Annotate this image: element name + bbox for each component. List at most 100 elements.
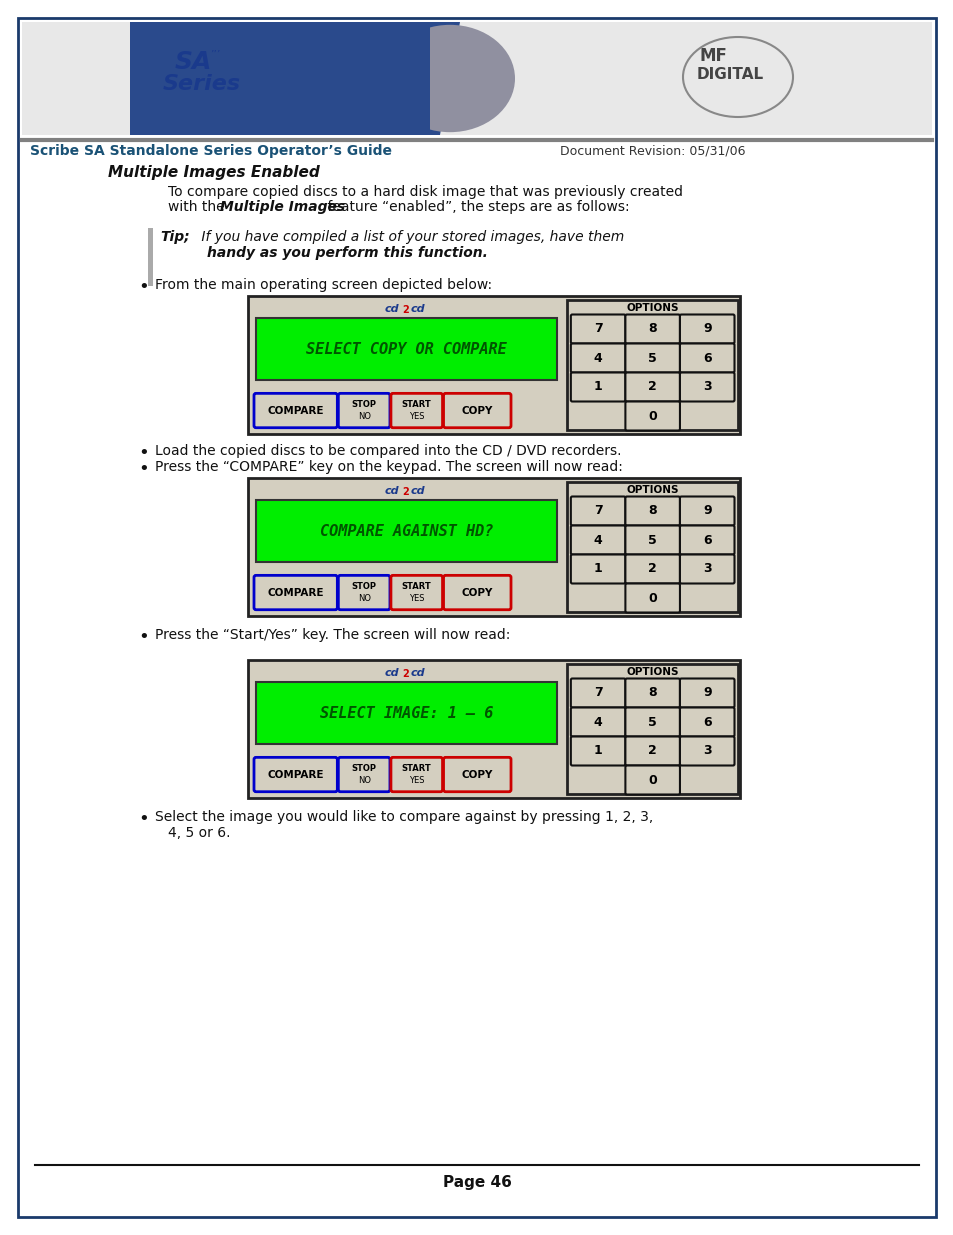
FancyBboxPatch shape: [570, 555, 625, 583]
Text: SELECT COPY OR COMPARE: SELECT COPY OR COMPARE: [306, 342, 506, 357]
FancyBboxPatch shape: [625, 766, 679, 794]
Text: 7: 7: [593, 505, 602, 517]
FancyBboxPatch shape: [679, 343, 734, 373]
Text: 4: 4: [593, 352, 602, 364]
FancyBboxPatch shape: [625, 678, 679, 708]
Text: OPTIONS: OPTIONS: [626, 667, 679, 677]
Text: cd: cd: [384, 487, 399, 496]
Text: START: START: [401, 764, 431, 773]
Text: 9: 9: [702, 687, 711, 699]
Text: SELECT IMAGE: 1 – 6: SELECT IMAGE: 1 – 6: [319, 705, 493, 720]
FancyBboxPatch shape: [570, 315, 625, 343]
Text: MF: MF: [700, 47, 727, 65]
FancyBboxPatch shape: [625, 401, 679, 431]
Text: •: •: [138, 629, 149, 646]
FancyBboxPatch shape: [391, 394, 442, 427]
FancyBboxPatch shape: [391, 757, 442, 792]
Text: Press the “COMPARE” key on the keypad. The screen will now read:: Press the “COMPARE” key on the keypad. T…: [154, 459, 622, 474]
Text: •: •: [138, 459, 149, 478]
Text: 6: 6: [702, 534, 711, 547]
FancyBboxPatch shape: [625, 526, 679, 555]
Text: Series: Series: [163, 74, 241, 94]
Text: COPY: COPY: [461, 405, 493, 415]
Text: •: •: [138, 278, 149, 296]
FancyBboxPatch shape: [570, 373, 625, 401]
Bar: [567, 664, 738, 794]
Text: Multiple Images: Multiple Images: [220, 200, 345, 214]
Text: COMPARE: COMPARE: [267, 769, 324, 779]
FancyBboxPatch shape: [625, 373, 679, 401]
Text: handy as you perform this function.: handy as you perform this function.: [207, 246, 487, 261]
Text: 6: 6: [702, 352, 711, 364]
Text: 2: 2: [648, 380, 657, 394]
FancyBboxPatch shape: [253, 394, 337, 427]
Text: 2: 2: [402, 487, 409, 496]
Bar: [567, 482, 738, 613]
Text: COMPARE: COMPARE: [267, 405, 324, 415]
Text: 9: 9: [702, 505, 711, 517]
Text: Scribe SA Standalone Series Operator’s Guide: Scribe SA Standalone Series Operator’s G…: [30, 144, 392, 158]
FancyBboxPatch shape: [338, 757, 390, 792]
Text: 4, 5 or 6.: 4, 5 or 6.: [168, 826, 231, 840]
FancyBboxPatch shape: [443, 576, 511, 610]
Text: 5: 5: [648, 352, 657, 364]
FancyBboxPatch shape: [570, 678, 625, 708]
FancyBboxPatch shape: [338, 394, 390, 427]
Text: To compare copied discs to a hard disk image that was previously created: To compare copied discs to a hard disk i…: [168, 185, 682, 199]
Text: If you have compiled a list of your stored images, have them: If you have compiled a list of your stor…: [196, 230, 623, 245]
Bar: [255, 317, 557, 380]
Text: Load the copied discs to be compared into the CD / DVD recorders.: Load the copied discs to be compared int…: [154, 445, 620, 458]
FancyBboxPatch shape: [253, 757, 337, 792]
Text: with the: with the: [168, 200, 229, 214]
Bar: [148, 228, 152, 287]
Text: From the main operating screen depicted below:: From the main operating screen depicted …: [154, 278, 492, 291]
Text: 5: 5: [648, 715, 657, 729]
FancyBboxPatch shape: [570, 526, 625, 555]
FancyBboxPatch shape: [679, 315, 734, 343]
Text: 7: 7: [593, 322, 602, 336]
FancyBboxPatch shape: [570, 708, 625, 736]
Bar: [567, 300, 738, 430]
Text: 7: 7: [593, 687, 602, 699]
Text: YES: YES: [409, 411, 424, 420]
FancyBboxPatch shape: [625, 496, 679, 526]
Text: START: START: [401, 400, 431, 409]
Text: START: START: [401, 582, 431, 592]
Text: 1: 1: [593, 562, 602, 576]
Text: SA: SA: [174, 49, 213, 74]
Text: 9: 9: [702, 322, 711, 336]
Text: cd: cd: [384, 668, 399, 678]
Text: 2: 2: [402, 669, 409, 679]
Polygon shape: [130, 23, 430, 133]
Text: cd: cd: [410, 487, 425, 496]
Bar: [248, 296, 740, 433]
Text: 5: 5: [648, 534, 657, 547]
FancyBboxPatch shape: [570, 736, 625, 766]
Text: OPTIONS: OPTIONS: [626, 303, 679, 312]
Text: 2: 2: [648, 745, 657, 757]
Bar: [248, 478, 740, 616]
FancyBboxPatch shape: [625, 708, 679, 736]
Text: COMPARE: COMPARE: [267, 588, 324, 598]
FancyBboxPatch shape: [391, 576, 442, 610]
Text: Document Revision: 05/31/06: Document Revision: 05/31/06: [559, 144, 744, 157]
Text: 1: 1: [593, 380, 602, 394]
FancyBboxPatch shape: [625, 555, 679, 583]
Text: DIGITAL: DIGITAL: [697, 67, 763, 82]
Text: YES: YES: [409, 594, 424, 603]
Text: 1: 1: [593, 745, 602, 757]
Text: COMPARE AGAINST HD?: COMPARE AGAINST HD?: [319, 524, 493, 538]
Text: Multiple Images Enabled: Multiple Images Enabled: [108, 165, 319, 180]
Text: COPY: COPY: [461, 769, 493, 779]
Text: 3: 3: [702, 562, 711, 576]
Text: COPY: COPY: [461, 588, 493, 598]
Text: STOP: STOP: [352, 582, 376, 592]
Text: 4: 4: [593, 715, 602, 729]
Polygon shape: [130, 22, 459, 135]
FancyBboxPatch shape: [443, 394, 511, 427]
Text: Press the “Start/Yes” key. The screen will now read:: Press the “Start/Yes” key. The screen wi…: [154, 629, 510, 642]
Text: •: •: [138, 810, 149, 827]
Text: 8: 8: [648, 505, 657, 517]
Text: 8: 8: [648, 687, 657, 699]
FancyBboxPatch shape: [625, 315, 679, 343]
